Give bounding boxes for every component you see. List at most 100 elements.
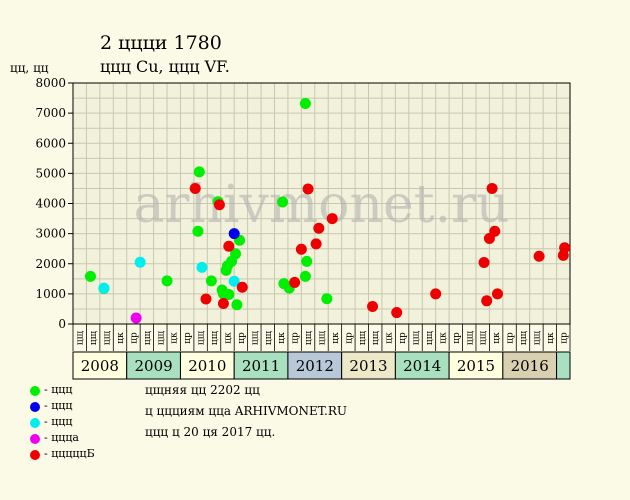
- legend-label: - цццццБ: [44, 447, 95, 460]
- legend-swatch-3: [30, 434, 40, 444]
- data-point: [217, 298, 229, 310]
- data-point: [134, 256, 146, 268]
- x-tick-label: цр: [237, 332, 247, 344]
- legend-label: - ццц: [44, 399, 73, 412]
- x-tick-label: цщ: [519, 330, 529, 345]
- y-tick-label: 0: [58, 317, 66, 331]
- data-point: [223, 288, 235, 300]
- x-tick-label: цр: [452, 332, 462, 344]
- x-tick-label: цщ: [532, 330, 542, 345]
- legend-label: - ццц: [44, 415, 73, 428]
- year-label: 2015: [457, 357, 495, 375]
- x-tick-label: цщ: [318, 330, 328, 345]
- legend-label: - ццц: [44, 383, 73, 396]
- x-tick-label: цщ: [143, 330, 153, 345]
- note-line: ц ццциям цца ARHIVMONET.RU: [145, 404, 347, 418]
- data-point: [223, 240, 235, 252]
- data-point: [326, 213, 338, 225]
- x-tick-label: цк: [223, 332, 233, 344]
- data-point: [231, 299, 243, 311]
- data-point: [130, 312, 142, 324]
- x-tick-label: цщ: [76, 330, 86, 345]
- y-tick-label: 3000: [35, 227, 66, 241]
- data-point: [391, 307, 403, 319]
- legend-label: - ццца: [44, 431, 79, 444]
- data-point: [489, 225, 501, 237]
- data-point: [478, 257, 490, 269]
- data-point: [228, 275, 240, 287]
- data-point: [205, 275, 217, 287]
- year-label: 2013: [349, 357, 387, 375]
- year-label: 2010: [188, 357, 226, 375]
- data-point: [301, 255, 313, 267]
- data-point: [430, 288, 442, 300]
- legend-swatch-2: [30, 418, 40, 428]
- data-point: [559, 242, 571, 254]
- data-point: [161, 275, 173, 287]
- year-label: 2012: [296, 357, 334, 375]
- data-point: [230, 248, 242, 260]
- data-point: [200, 293, 212, 305]
- data-point: [277, 196, 289, 208]
- x-tick-label: цк: [438, 332, 448, 344]
- year-band: [394, 351, 450, 380]
- y-tick-label: 4000: [35, 197, 66, 211]
- chart-title: 2 ццци 1780: [100, 32, 222, 54]
- x-tick-label: цщ: [412, 330, 422, 345]
- x-tick-label: цщ: [197, 330, 207, 345]
- year-band-partial: [556, 351, 571, 380]
- data-point: [321, 293, 333, 305]
- x-tick-label: цр: [506, 332, 516, 344]
- year-label: 2009: [135, 357, 173, 375]
- y-tick-label: 2000: [35, 257, 66, 271]
- year-label: 2016: [511, 357, 549, 375]
- data-point: [196, 261, 208, 273]
- x-tick-label: цщ: [103, 330, 113, 345]
- data-point: [367, 301, 379, 313]
- year-band: [72, 351, 128, 380]
- x-tick-label: цщ: [304, 330, 314, 345]
- data-point: [236, 281, 248, 293]
- data-point: [228, 228, 240, 240]
- y-tick-label: 6000: [35, 136, 66, 150]
- y-tick-label: 1000: [35, 287, 66, 301]
- x-tick-label: цщ: [425, 330, 435, 345]
- data-point: [98, 282, 110, 294]
- x-tick-label: цк: [116, 332, 126, 344]
- x-tick-label: цщ: [250, 330, 260, 345]
- data-point: [533, 250, 545, 262]
- data-point: [193, 166, 205, 178]
- data-point: [302, 183, 314, 195]
- data-point: [486, 182, 498, 194]
- year-label: 2008: [81, 357, 119, 375]
- data-point: [481, 295, 493, 307]
- x-tick-label: цр: [559, 332, 569, 344]
- x-tick-label: цщ: [210, 330, 220, 345]
- data-point: [313, 222, 325, 234]
- note-line: цщняя цц 2202 цц: [145, 383, 260, 397]
- y-tick-label: 7000: [35, 106, 66, 120]
- data-point: [295, 243, 307, 255]
- note-line: ццц ц 20 ця 2017 цц.: [145, 425, 276, 439]
- year-band: [126, 351, 181, 380]
- year-band: [448, 351, 504, 380]
- chart-subtitle: ццц Cu, ццц VF.: [100, 57, 230, 76]
- data-point: [299, 270, 311, 282]
- data-point: [84, 270, 96, 282]
- legend-swatch-0: [30, 386, 40, 396]
- year-band: [287, 351, 343, 380]
- y-tick-label: 5000: [35, 166, 66, 180]
- x-tick-label: цк: [277, 332, 287, 344]
- legend-swatch-1: [30, 402, 40, 412]
- x-tick-label: цк: [385, 332, 395, 344]
- x-tick-label: цр: [398, 332, 408, 344]
- data-point: [189, 182, 201, 194]
- y-tick-label: 8000: [35, 76, 66, 90]
- data-point: [192, 225, 204, 237]
- chart-notes: цщняя цц 2202 цц ц ццциям цца ARHIVMONET…: [145, 382, 347, 445]
- legend-swatch-4: [30, 450, 40, 460]
- data-point: [491, 288, 503, 300]
- x-tick-label: цр: [183, 332, 193, 344]
- year-label: 2011: [242, 357, 280, 375]
- x-tick-label: цщ: [465, 330, 475, 345]
